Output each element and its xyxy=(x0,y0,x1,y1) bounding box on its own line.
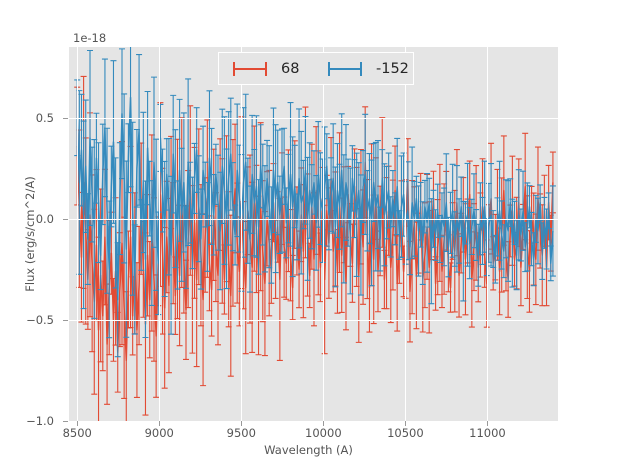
x-tick-mark xyxy=(241,421,243,426)
y-axis-offset-text: 1e-18 xyxy=(73,31,107,45)
series-second xyxy=(74,47,556,358)
legend-label: -152 xyxy=(376,60,409,77)
y-tick-mark xyxy=(63,218,68,220)
x-tick-mark xyxy=(405,421,407,426)
grid-line-horizontal xyxy=(69,319,558,321)
x-tick-mark xyxy=(323,421,325,426)
grid-line-vertical xyxy=(405,47,407,421)
grid-line-vertical xyxy=(323,47,325,421)
grid-line-vertical xyxy=(241,47,243,421)
errorbar-swatch-icon xyxy=(229,60,271,78)
grid-line-vertical xyxy=(487,47,489,421)
legend-label: 68 xyxy=(281,60,300,77)
x-tick-label: 8500 xyxy=(62,426,92,440)
series-line xyxy=(76,146,554,362)
legend-entry-0: 68 xyxy=(219,60,318,78)
x-axis-label: Wavelength (A) xyxy=(264,443,353,457)
y-tick-label: 0.5 xyxy=(35,110,54,125)
legend-box: 68 -152 xyxy=(218,52,414,85)
y-tick-mark xyxy=(63,421,68,422)
grid-line-horizontal xyxy=(69,218,558,220)
y-tick-mark xyxy=(63,117,68,119)
legend-entry-1: -152 xyxy=(318,60,413,78)
errorbar-swatch-icon xyxy=(324,60,366,78)
y-tick-label: −1.0 xyxy=(26,414,54,428)
x-tick-label: 10500 xyxy=(387,426,424,440)
error-bars xyxy=(74,47,556,358)
x-tick-label: 10000 xyxy=(305,426,342,440)
grid-line-horizontal xyxy=(69,117,558,119)
series-first xyxy=(74,75,556,421)
y-axis-label: Flux (erg/s/cm^2/A) xyxy=(23,175,37,292)
x-tick-label: 9500 xyxy=(226,426,256,440)
plot-area xyxy=(69,47,558,421)
x-tick-label: 11000 xyxy=(469,426,506,440)
x-tick-label: 9000 xyxy=(144,426,174,440)
x-tick-mark xyxy=(77,421,79,426)
x-tick-mark xyxy=(159,421,161,426)
series-line xyxy=(76,96,554,301)
y-tick-label: −0.5 xyxy=(26,312,54,327)
y-tick-label: 0.0 xyxy=(35,211,54,226)
grid-line-vertical xyxy=(77,47,79,421)
data-series-layer xyxy=(74,47,556,421)
y-tick-mark xyxy=(63,319,68,321)
grid-line-vertical xyxy=(159,47,161,421)
x-tick-mark xyxy=(487,421,489,426)
